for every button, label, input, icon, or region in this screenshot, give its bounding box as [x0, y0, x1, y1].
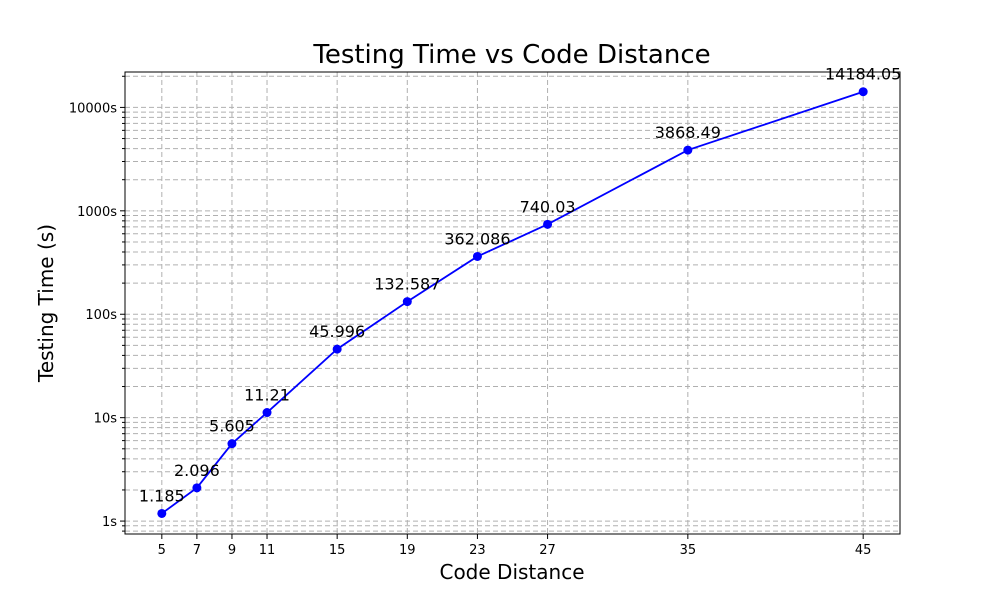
data-label: 45.996 — [309, 322, 365, 341]
y-axis-label: Testing Time (s) — [34, 224, 58, 383]
x-tick-label: 11 — [259, 543, 276, 558]
data-point — [472, 251, 482, 261]
x-tick-label: 7 — [193, 543, 201, 558]
x-tick-label: 45 — [855, 543, 872, 558]
x-tick-label: 23 — [469, 543, 486, 558]
data-point — [858, 87, 868, 97]
data-label: 2.096 — [174, 461, 220, 480]
series-line — [161, 90, 864, 515]
grid-layer — [125, 72, 900, 534]
series-layer — [157, 87, 868, 518]
x-tick-label: 35 — [680, 543, 697, 558]
chart-title: Testing Time vs Code Distance — [312, 40, 710, 70]
data-label: 740.03 — [520, 197, 576, 216]
data-label: 5.605 — [209, 417, 255, 436]
y-tick-label: 10s — [94, 412, 118, 427]
data-point — [227, 439, 237, 449]
data-point — [332, 344, 342, 354]
tick-layer: 5 7 9 11 15 19 23 27 35 45 1s 10s 100s 1000s 10000s — [69, 75, 872, 558]
data-point — [262, 408, 272, 418]
x-tick-label: 19 — [399, 543, 416, 558]
x-tick-label: 9 — [228, 543, 236, 558]
data-label: 14184.05 — [825, 65, 901, 84]
y-tick-label: 1s — [102, 515, 117, 530]
data-point — [402, 297, 412, 307]
data-label: 362.086 — [444, 229, 510, 248]
data-point — [192, 483, 202, 493]
x-tick-label: 5 — [158, 543, 166, 558]
data-point — [157, 508, 167, 518]
data-point — [683, 145, 693, 155]
y-tick-label: 1000s — [77, 205, 117, 220]
x-axis-label: Code Distance — [439, 560, 584, 584]
plot-frame — [124, 71, 901, 535]
x-tick-label: 27 — [539, 543, 556, 558]
data-point — [543, 219, 553, 229]
label-layer: 1.185 2.096 5.605 11.21 45.996 132.587 362.086… — [139, 65, 901, 506]
data-label: 1.185 — [139, 486, 185, 505]
x-tick-label: 15 — [329, 543, 346, 558]
y-tick-label: 100s — [85, 308, 117, 323]
y-tick-label: 10000s — [69, 101, 117, 116]
data-label: 3868.49 — [655, 123, 721, 142]
data-label: 11.21 — [244, 386, 290, 405]
data-label: 132.587 — [374, 275, 440, 294]
